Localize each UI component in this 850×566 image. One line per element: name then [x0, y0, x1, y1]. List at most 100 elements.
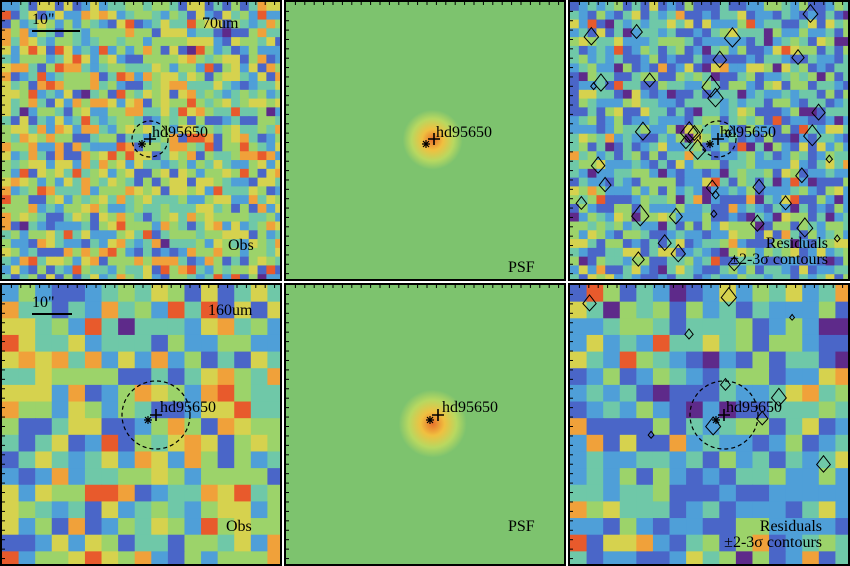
band-label: 70um: [202, 15, 239, 32]
contour: [582, 294, 597, 312]
pixel-grid: [2, 285, 280, 564]
star-marker: [426, 416, 434, 424]
target-markers: [689, 380, 759, 450]
contour: [670, 243, 687, 263]
plus-marker: [150, 409, 162, 421]
aperture-circle: [131, 120, 169, 158]
aperture-circle: [689, 380, 759, 450]
pixel-grid: [2, 2, 280, 279]
psf-map-160um: [286, 285, 564, 564]
contour: [657, 233, 672, 252]
contour: [688, 138, 707, 161]
contour: [802, 124, 822, 147]
contour: [833, 234, 841, 243]
contour: [630, 23, 643, 40]
target-label: hd95650: [152, 124, 208, 141]
contour: [643, 72, 657, 88]
contour: [598, 176, 612, 193]
axis-ticks: [286, 285, 560, 560]
contour: [583, 26, 600, 46]
axis-ticks: [286, 2, 560, 275]
contour: [727, 255, 741, 272]
residuals-panel-70um: hd95650 Residuals ±2-3σ contours: [568, 0, 850, 281]
star-marker: [706, 140, 714, 148]
psf-map-70um: [286, 2, 564, 279]
contour: [701, 74, 721, 98]
residuals-panel-160um: hd95650 Residuals ±2-3σ contours: [568, 283, 850, 566]
contour: [575, 195, 588, 211]
psf-label: PSF: [508, 259, 535, 276]
contour: [752, 178, 766, 195]
obs-panel-160um: 10" 160um hd95650 Obs: [0, 283, 282, 566]
contour: [795, 167, 809, 184]
contour: [720, 286, 738, 307]
contour: [770, 387, 787, 407]
aperture-circle: [699, 120, 737, 158]
contour: [825, 154, 834, 164]
star-marker: [422, 140, 430, 148]
scale-bar: [32, 30, 80, 32]
contour: [707, 87, 724, 108]
contour: [719, 377, 732, 392]
axis-ticks: [570, 285, 844, 560]
contour: [791, 48, 805, 66]
target-markers: [426, 409, 444, 424]
axis-ticks: [570, 2, 844, 275]
plus-marker: [712, 133, 724, 145]
residual-map-70um: [570, 2, 848, 279]
contour: [815, 454, 832, 473]
band-label: 160um: [208, 302, 253, 319]
contour: [705, 179, 719, 196]
contour: [668, 207, 683, 225]
contour: [789, 313, 796, 321]
contours-label: ±2-3σ contours: [724, 534, 822, 551]
star-marker: [144, 416, 152, 424]
obs-label: Obs: [228, 237, 254, 254]
scale-bar: [32, 313, 72, 315]
contour: [811, 103, 826, 121]
residual-map-160um: [570, 285, 848, 564]
contour: [684, 328, 694, 340]
target-label: hd95650: [720, 124, 776, 141]
obs-map-70um: [2, 2, 280, 279]
contour: [779, 195, 793, 211]
contour: [631, 251, 645, 267]
aperture-circle: [121, 380, 191, 450]
axis-ticks: [2, 285, 276, 560]
contours-label: ±2-3σ contours: [730, 251, 828, 268]
scale-label: 10": [32, 11, 55, 28]
contour: [634, 121, 652, 141]
target-label: hd95650: [436, 124, 492, 141]
obs-label: Obs: [226, 518, 252, 535]
psf-label: PSF: [508, 518, 535, 535]
contour: [755, 410, 769, 426]
residuals-label: Residuals: [759, 518, 822, 535]
target-label: hd95650: [726, 399, 782, 416]
scale-label: 10": [32, 294, 55, 311]
obs-panel-70um: 10" 70um hd95650 Obs: [0, 0, 282, 281]
contour: [679, 134, 692, 150]
contour: [802, 3, 819, 24]
pixel-grid: [570, 285, 848, 564]
psf-panel-160um: hd95650 PSF: [284, 283, 566, 566]
contour: [796, 217, 814, 238]
contour: [710, 209, 718, 219]
psf-panel-70um: hd95650 PSF: [284, 0, 566, 281]
obs-map-160um: [2, 285, 280, 564]
star-marker: [138, 140, 146, 148]
target-markers: [121, 380, 191, 450]
contour: [712, 50, 728, 69]
contour: [593, 73, 609, 92]
target-markers: [699, 120, 737, 158]
contour: [723, 27, 742, 48]
contour: [647, 430, 655, 440]
contour: [590, 156, 606, 174]
contour: [724, 128, 732, 138]
sigma-contours: [575, 3, 841, 272]
sigma-contours: [582, 286, 832, 473]
target-label: hd95650: [160, 399, 216, 416]
star-marker: [712, 416, 720, 424]
plus-marker: [428, 133, 440, 145]
residuals-label: Residuals: [765, 235, 828, 252]
contour: [687, 124, 702, 142]
